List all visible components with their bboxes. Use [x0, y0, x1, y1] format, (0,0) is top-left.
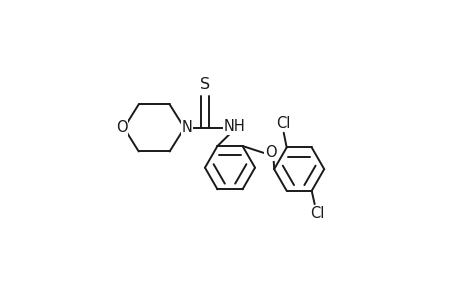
Text: Cl: Cl — [310, 206, 324, 221]
Text: Cl: Cl — [276, 116, 290, 130]
Text: O: O — [116, 120, 127, 135]
Text: S: S — [200, 77, 210, 92]
Text: O: O — [264, 146, 276, 160]
Text: N: N — [181, 119, 192, 134]
Text: NH: NH — [223, 119, 245, 134]
